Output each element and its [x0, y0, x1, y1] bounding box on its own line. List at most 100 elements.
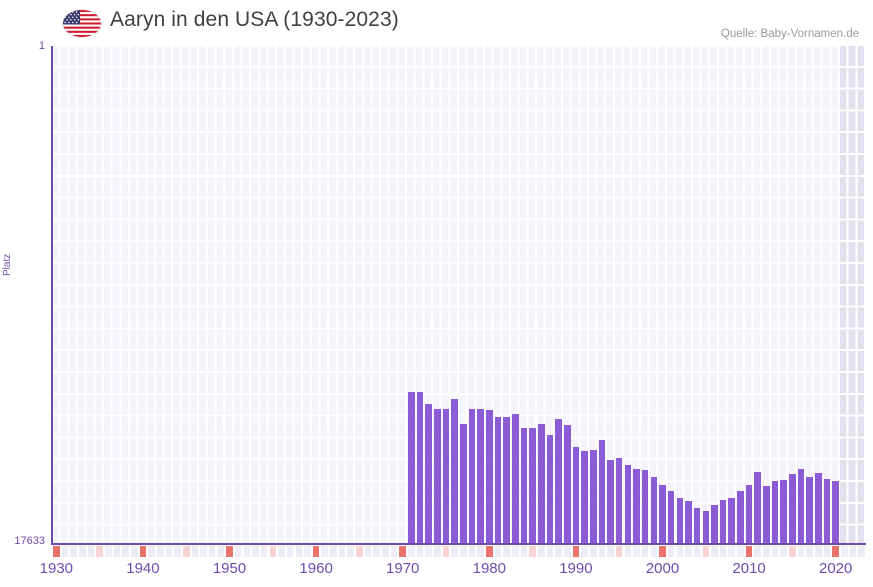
x-axis-tick-1939: [130, 546, 138, 557]
bar[interactable]: [503, 417, 510, 543]
bar[interactable]: [589, 450, 597, 543]
bar[interactable]: [408, 392, 415, 543]
bar[interactable]: [745, 484, 753, 543]
bar[interactable]: [468, 409, 476, 543]
source-label: Quelle: Baby-Vornamen.de: [720, 28, 859, 40]
bar[interactable]: [555, 419, 562, 543]
bar[interactable]: [676, 497, 684, 543]
bar[interactable]: [477, 409, 484, 543]
bar[interactable]: [442, 409, 450, 543]
bar[interactable]: [754, 471, 762, 543]
bar[interactable]: [546, 434, 554, 543]
bar[interactable]: [520, 428, 528, 543]
y-axis-line: [51, 46, 53, 543]
x-axis-tick-2011: [754, 546, 762, 557]
x-axis-tick-1963: [338, 546, 346, 557]
x-axis-tick-1947: [200, 546, 207, 557]
bar[interactable]: [624, 464, 632, 543]
horizontal-gridlines: [52, 46, 866, 543]
x-axis-tick-1957: [286, 546, 294, 557]
x-axis-tick-2000: [659, 546, 666, 557]
bar[interactable]: [797, 469, 805, 543]
x-axis-tick-1945: [182, 546, 190, 557]
bar[interactable]: [737, 491, 744, 543]
bar[interactable]: [529, 428, 536, 543]
x-axis-tick-1973: [425, 546, 432, 557]
x-axis-tick-1992: [589, 546, 597, 557]
x-axis-tick-1975: [442, 546, 450, 557]
bar[interactable]: [425, 403, 432, 543]
bar[interactable]: [460, 423, 467, 543]
x-axis-tick-1960: [312, 546, 320, 557]
bar[interactable]: [780, 479, 788, 543]
bar[interactable]: [451, 399, 458, 543]
bar[interactable]: [607, 460, 614, 543]
x-axis-tick-1943: [165, 546, 173, 557]
x-axis-label-2010: 2010: [732, 560, 766, 577]
x-axis-tick-1942: [156, 546, 164, 557]
x-axis-tick-2020: [832, 546, 839, 557]
x-axis-label-1940: 1940: [126, 560, 160, 577]
bar[interactable]: [486, 409, 493, 543]
bar[interactable]: [823, 478, 831, 543]
x-axis-tick-2002: [676, 546, 684, 557]
x-axis-tick-2012: [763, 546, 770, 557]
x-axis-tick-2015: [789, 546, 796, 557]
x-axis-tick-2008: [728, 546, 736, 557]
x-axis-tick-1977: [460, 546, 467, 557]
bar[interactable]: [633, 468, 640, 543]
bar[interactable]: [659, 484, 666, 543]
x-axis-tick-1974: [434, 546, 441, 557]
x-axis-tick-1970: [399, 546, 406, 557]
x-axis-label-2000: 2000: [645, 560, 680, 577]
bar[interactable]: [789, 473, 796, 543]
x-axis-tick-1956: [278, 546, 285, 557]
x-axis-tick-2013: [771, 546, 779, 557]
bar[interactable]: [832, 480, 839, 543]
x-axis-tick-labels: 1930 1940 1950 1960 1970 1980 1990 2000 2010 2020: [0, 560, 873, 584]
x-axis-line: [51, 543, 866, 545]
bar[interactable]: [815, 473, 822, 543]
y-axis-bottom-tick-label: 17633: [14, 535, 45, 547]
bar[interactable]: [598, 440, 606, 543]
chart-title: Aaryn in den USA (1930-2023): [110, 8, 399, 31]
x-axis-tick-1984: [520, 546, 528, 557]
bar[interactable]: [763, 485, 770, 543]
bar[interactable]: [771, 481, 779, 543]
bar[interactable]: [693, 508, 701, 543]
bar[interactable]: [667, 491, 675, 543]
bar[interactable]: [537, 424, 545, 543]
bar[interactable]: [650, 476, 658, 543]
x-axis-tick-1935: [96, 546, 103, 557]
bar[interactable]: [511, 414, 519, 543]
bar[interactable]: [494, 416, 502, 543]
x-axis-tick-2014: [780, 546, 788, 557]
bar[interactable]: [641, 470, 649, 543]
bar[interactable]: [728, 497, 736, 543]
x-axis-tick-1948: [208, 546, 216, 557]
x-axis-tick-1991: [581, 546, 588, 557]
x-axis-tick-1989: [563, 546, 571, 557]
bar[interactable]: [719, 500, 727, 543]
x-axis-tick-1955: [269, 546, 277, 557]
bar[interactable]: [615, 458, 623, 543]
bar[interactable]: [563, 425, 571, 543]
x-axis-tick-1967: [373, 546, 381, 557]
x-axis-tick-2006: [711, 546, 718, 557]
x-axis-tick-1941: [148, 546, 155, 557]
x-axis-label-1970: 1970: [386, 560, 420, 577]
bar[interactable]: [711, 504, 718, 543]
x-axis-tick-2017: [806, 546, 813, 557]
bar[interactable]: [685, 501, 692, 543]
bar[interactable]: [572, 447, 580, 543]
bar[interactable]: [702, 510, 710, 543]
bar[interactable]: [416, 392, 424, 543]
bar[interactable]: [434, 409, 441, 543]
x-axis-label-2020: 2020: [819, 560, 853, 577]
x-axis-tick-1982: [503, 546, 510, 557]
bar[interactable]: [581, 450, 588, 543]
bar[interactable]: [806, 476, 813, 543]
x-axis-tick-1987: [546, 546, 554, 557]
x-axis-tick-1952: [243, 546, 251, 557]
x-axis-label-1950: 1950: [212, 560, 247, 577]
